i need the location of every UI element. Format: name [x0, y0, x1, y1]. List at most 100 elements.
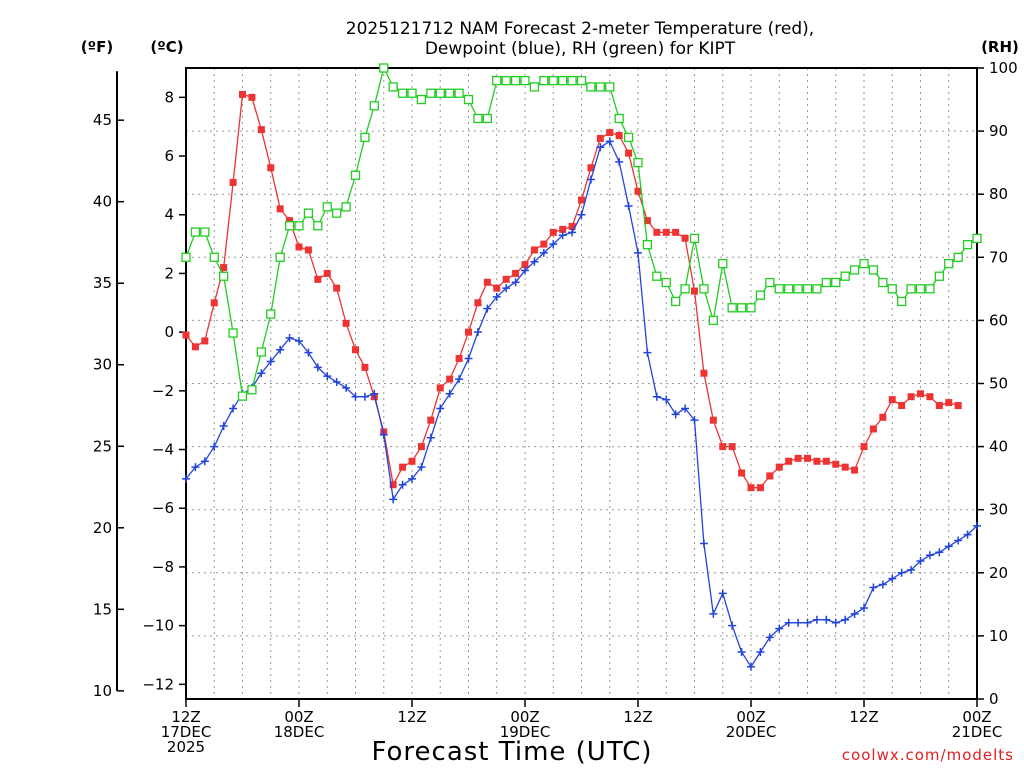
chart-title-line-1: 2025121712 NAM Forecast 2-meter Temperat… [346, 19, 814, 39]
temperature-marker [681, 234, 689, 242]
temperature-marker [747, 484, 755, 492]
dewpoint-marker [530, 257, 539, 266]
temperature-marker [888, 396, 896, 404]
dewpoint-marker [304, 348, 313, 357]
celsius-tick-label: 4 [164, 206, 174, 224]
dewpoint-marker [351, 392, 360, 401]
temperature-marker [483, 278, 491, 286]
rh-marker [313, 221, 323, 231]
temperature-marker [832, 460, 840, 468]
temperature-marker [182, 331, 190, 339]
temperature-marker [276, 205, 284, 213]
dewpoint-marker [681, 404, 690, 413]
x-tick-label: 00Z [962, 708, 991, 726]
dewpoint-marker [229, 404, 238, 413]
dewpoint-marker [596, 143, 605, 152]
dewpoint-marker [295, 336, 303, 345]
temperature-marker [229, 178, 237, 186]
rh-tick-label: 80 [989, 185, 1008, 203]
temperature-marker [323, 269, 331, 277]
dewpoint-marker [549, 240, 558, 249]
dewpoint-marker [511, 278, 520, 287]
temperature-marker [389, 481, 397, 489]
rh-marker [426, 88, 436, 98]
temperature-marker [427, 416, 435, 424]
temperature-marker [521, 261, 529, 269]
dewpoint-marker [662, 395, 671, 404]
x-tick-label: 2025 [167, 738, 205, 756]
x-axis-label: Forecast Time (UTC) [371, 737, 652, 767]
x-tick-label: 20DEC [726, 723, 777, 741]
rh-marker [350, 170, 361, 180]
dewpoint-marker [794, 618, 803, 627]
rh-marker [228, 328, 238, 338]
fahrenheit-unit-label: (ºF) [81, 38, 113, 56]
rh-marker [699, 284, 709, 294]
rh-marker [614, 113, 624, 124]
rh-marker [397, 88, 408, 98]
dewpoint-marker [973, 521, 981, 530]
dewpoint-marker [426, 433, 435, 442]
temperature-marker [596, 134, 604, 142]
credit-label: coolwx.com/modelts [842, 746, 1014, 764]
temperature-marker [672, 228, 680, 236]
rh-marker [906, 284, 916, 294]
rh-marker [576, 75, 587, 86]
temperature-marker [804, 454, 811, 462]
rh-marker [454, 88, 464, 98]
temperature-marker [719, 443, 727, 451]
temperature-marker [201, 337, 209, 345]
rh-tick-label: 0 [989, 690, 999, 708]
rh-marker [887, 284, 897, 294]
rh-marker [755, 290, 766, 300]
axes: −12 −10 −8 −6 −4 −2 0 2 4 6 8 10 15 20 25 30 35 40 45 0 10 20… [93, 59, 1018, 708]
rh-marker [529, 82, 540, 92]
dewpoint-marker [954, 536, 963, 545]
dewpoint-marker [483, 304, 492, 313]
dewpoint-marker [615, 157, 624, 166]
dewpoint-marker [728, 621, 737, 630]
temperature-marker [295, 243, 303, 251]
rh-marker [793, 284, 803, 294]
rh-marker [379, 63, 389, 73]
temperature-marker [399, 463, 407, 471]
dewpoint-marker [398, 480, 407, 489]
dewpoint-marker [445, 389, 454, 398]
rh-marker [256, 347, 266, 357]
dewpoint-marker [332, 378, 341, 387]
temperature-marker [738, 469, 746, 477]
temperature-marker [813, 457, 821, 465]
fahrenheit-tick-label: 25 [93, 437, 112, 455]
dewpoint-marker [389, 495, 398, 504]
rh-marker [520, 75, 530, 86]
dewpoint-marker [464, 354, 473, 363]
temperature-marker [879, 413, 887, 421]
rh-marker [294, 221, 304, 231]
dewpoint-marker [803, 618, 812, 627]
rh-marker [322, 202, 332, 212]
rh-marker [671, 296, 681, 307]
celsius-tick-label: −8 [152, 558, 174, 576]
rh-marker [200, 227, 210, 237]
rh-marker [652, 271, 662, 281]
temperature-marker [643, 217, 651, 225]
rh-marker [689, 233, 700, 244]
dewpoint-marker [643, 348, 652, 357]
dewpoint-marker [671, 410, 680, 419]
dewpoint-marker [812, 615, 821, 624]
rh-marker [303, 208, 314, 218]
x-tick-label: 12Z [397, 708, 426, 726]
dewpoint-marker [935, 548, 944, 557]
rh-marker [482, 113, 492, 124]
dewpoint-marker [586, 175, 595, 184]
rh-marker [209, 252, 219, 262]
rh-marker [802, 284, 813, 294]
dewpoint-marker [709, 609, 718, 618]
rh-marker [623, 132, 634, 143]
rh-marker [473, 113, 483, 124]
rh-marker [266, 309, 276, 319]
dewpoint-marker [907, 565, 916, 574]
rh-unit-label: (RH) [981, 38, 1019, 56]
rh-marker [416, 94, 427, 105]
temperature-marker [794, 454, 802, 462]
